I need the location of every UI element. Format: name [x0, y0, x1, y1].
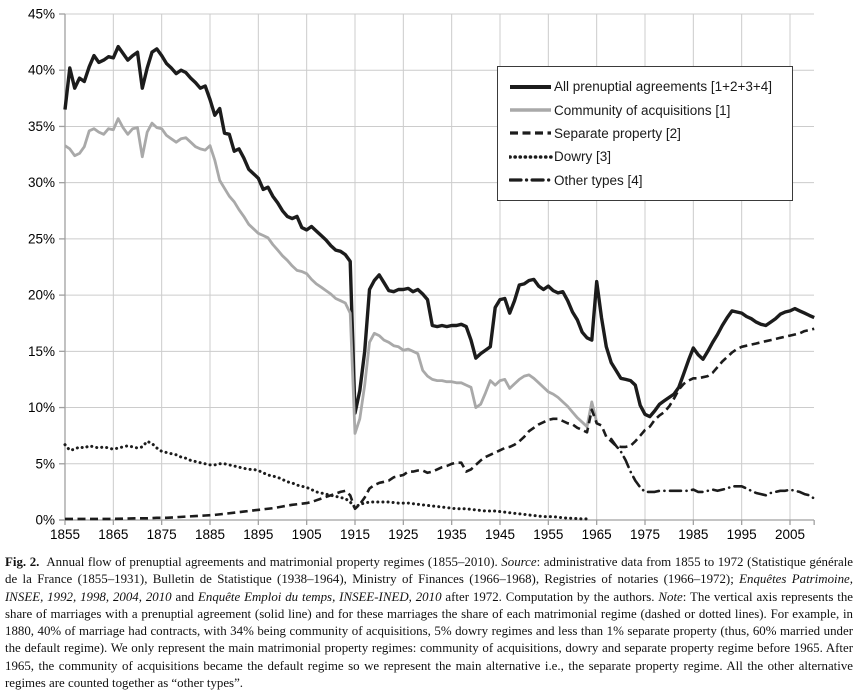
caption-segment: : administrative data from 1855 to 1972 … — [5, 555, 854, 587]
legend-item: Separate property [2] — [509, 122, 784, 145]
chart-area: 0% 5% 10% 15% 20% 25% 30% 35% 40% 45% 1855 1865 1875… — [28, 7, 816, 542]
x-tick-label: 1895 — [243, 527, 273, 542]
caption-segment: after 1972. Computation by the authors. — [441, 589, 659, 604]
legend-label: Dowry [3] — [554, 149, 612, 165]
caption-segment: Note — [658, 589, 683, 604]
caption-segment: Enquêtes Patrimoine, INSEE, 1992, 1998, … — [5, 572, 853, 604]
y-tick-label: 20% — [28, 288, 55, 303]
y-tick-label: 30% — [28, 175, 55, 190]
y-tick-label: 10% — [28, 400, 55, 415]
caption-segment: and — [171, 589, 198, 604]
figure-caption: Fig. 2. Annual flow of prenuptial agreeme… — [5, 554, 853, 692]
legend-item: Other types [4] — [509, 169, 784, 192]
x-tick-label: 2005 — [775, 527, 805, 542]
caption-segment: Annual flow of prenuptial agreements and… — [46, 555, 502, 569]
x-tick-label: 1855 — [50, 527, 80, 542]
x-tick-label: 1955 — [533, 527, 563, 542]
y-tick-label: 45% — [28, 7, 55, 22]
y-tick-label: 25% — [28, 231, 55, 246]
caption-text: Annual flow of prenuptial agreements and… — [5, 555, 853, 690]
series-line-4 — [63, 439, 589, 521]
legend-label: All prenuptial agreements [1+2+3+4] — [554, 79, 773, 95]
y-tick-label: 40% — [28, 63, 55, 78]
series-line-1 — [63, 44, 815, 419]
y-tick-label: 15% — [28, 344, 55, 359]
y-tick-label: 0% — [35, 513, 55, 528]
legend-line-swatch — [509, 155, 553, 159]
x-tick-label: 1965 — [582, 527, 612, 542]
legend-item: Dowry [3] — [509, 145, 784, 168]
y-tick-label: 5% — [35, 456, 55, 471]
y-tick-label: 35% — [28, 119, 55, 134]
x-tick-label: 1985 — [678, 527, 708, 542]
series-line-3 — [65, 327, 815, 521]
legend-line-swatch — [510, 108, 551, 112]
caption-segment: : The vertical axis represents the share… — [5, 589, 853, 691]
x-tick-label: 1905 — [292, 527, 322, 542]
x-tick-label: 1875 — [147, 527, 177, 542]
series-line-5 — [609, 437, 816, 500]
x-tick-label: 1915 — [340, 527, 370, 542]
x-tick-label: 1995 — [727, 527, 757, 542]
caption-segment: Source — [501, 555, 537, 569]
legend: All prenuptial agreements [1+2+3+4] Commu… — [497, 66, 793, 201]
legend-item: All prenuptial agreements [1+2+3+4] — [509, 75, 784, 98]
line-chart: 0% 5% 10% 15% 20% 25% 30% 35% 40% 45% 1855 1865 1875… — [28, 7, 816, 542]
x-tick-label: 1925 — [388, 527, 418, 542]
legend-label: Community of acquisitions [1] — [554, 102, 731, 118]
legend-label: Other types [4] — [554, 172, 643, 188]
x-tick-label: 1865 — [98, 527, 128, 542]
legend-line-swatch — [509, 178, 553, 182]
figure-label: Fig. 2. — [5, 555, 40, 569]
legend-item: Community of acquisitions [1] — [509, 98, 784, 121]
x-tick-label: 1945 — [485, 527, 515, 542]
series-line-2 — [64, 117, 599, 435]
legend-line-swatch — [510, 131, 551, 136]
legend-label: Separate property [2] — [554, 125, 681, 141]
caption-segment: Enquête Emploi du temps, INSEE-INED, 201… — [198, 589, 442, 604]
legend-line-swatch — [510, 84, 551, 89]
x-tick-label: 1975 — [630, 527, 660, 542]
x-tick-label: 1935 — [437, 527, 467, 542]
x-tick-label: 1885 — [195, 527, 225, 542]
